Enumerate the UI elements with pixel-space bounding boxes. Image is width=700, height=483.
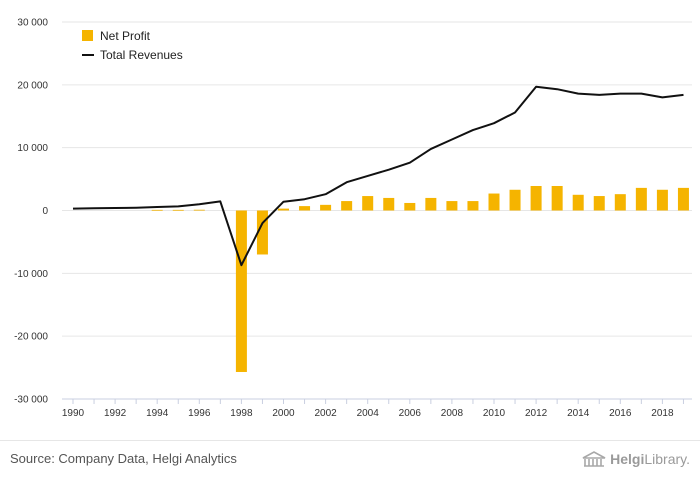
net-profit-bar xyxy=(404,202,416,211)
net-profit-bar xyxy=(256,210,268,255)
x-tick-label: 1994 xyxy=(146,408,169,419)
net-profit-bar xyxy=(656,189,668,211)
x-tick-label: 2010 xyxy=(483,408,506,419)
net-profit-bar xyxy=(235,210,247,372)
brand-name-prefix: Helgi xyxy=(610,451,645,467)
x-tick-label: 1992 xyxy=(104,408,127,419)
x-tick-label: 1990 xyxy=(62,408,85,419)
total-revenues-line xyxy=(72,85,684,267)
x-tick-label: 2016 xyxy=(609,408,632,419)
x-tick-label: 2018 xyxy=(651,408,674,419)
brand-logo[interactable]: HelgiLibrary. xyxy=(582,450,690,468)
net-profit-bar xyxy=(593,196,605,211)
x-tick-label: 1996 xyxy=(188,408,211,419)
source-note: Source: Company Data, Helgi Analytics xyxy=(10,451,237,466)
brand-name-suffix: Library. xyxy=(644,451,690,467)
net-profit-bar xyxy=(299,206,311,211)
x-tick-label: 2012 xyxy=(525,408,548,419)
y-tick-label: 20 000 xyxy=(17,80,48,91)
y-tick-label: 0 xyxy=(42,206,48,217)
footer-divider xyxy=(0,440,700,441)
y-tick-label: -10 000 xyxy=(14,269,48,280)
net-profit-bar xyxy=(193,209,205,211)
x-tick-label: 2014 xyxy=(567,408,590,419)
net-profit-bar xyxy=(446,201,458,211)
net-profit-bar xyxy=(467,201,479,211)
net-profit-bar xyxy=(677,187,689,211)
net-profit-bar xyxy=(488,193,500,211)
net-profit-bars xyxy=(151,185,689,372)
legend-swatch-net-profit xyxy=(82,30,93,41)
y-tick-label: -30 000 xyxy=(14,395,48,406)
library-building-icon xyxy=(582,451,606,467)
chart: -30 000 -20 000 -10 000 0 10 000 20 000 30 000… xyxy=(14,18,692,419)
net-profit-bar xyxy=(572,194,584,211)
net-profit-bar xyxy=(530,185,542,211)
grid-lines xyxy=(62,21,692,400)
net-profit-bar xyxy=(509,189,521,211)
legend-label-total-revenues: Total Revenues xyxy=(100,48,183,62)
net-profit-bar xyxy=(635,187,647,211)
net-profit-bar xyxy=(341,201,353,211)
x-tick-label: 2002 xyxy=(314,408,337,419)
y-tick-label: 10 000 xyxy=(17,143,48,154)
legend-label-net-profit: Net Profit xyxy=(100,29,151,43)
net-profit-bar xyxy=(425,197,437,211)
net-profit-bar xyxy=(383,197,395,211)
x-tick-label: 2008 xyxy=(441,408,464,419)
net-profit-bar xyxy=(151,209,163,211)
x-tick-label: 2006 xyxy=(399,408,422,419)
x-axis-ticks: 1990 1992 1994 1996 1998 2000 2002 2004 2006 2008… xyxy=(62,399,684,419)
legend: Net Profit Total Revenues xyxy=(82,29,183,62)
net-profit-bar xyxy=(278,208,289,211)
y-axis-ticks: -30 000 -20 000 -10 000 0 10 000 20 000 30 000 xyxy=(14,18,48,406)
x-tick-label: 2000 xyxy=(272,408,295,419)
net-profit-bar xyxy=(320,204,332,211)
net-profit-bar xyxy=(614,194,626,211)
net-profit-bar xyxy=(172,209,184,211)
y-tick-label: -20 000 xyxy=(14,332,48,343)
net-profit-bar xyxy=(362,196,374,211)
y-tick-label: 30 000 xyxy=(17,18,48,29)
x-tick-label: 1998 xyxy=(230,408,253,419)
x-tick-label: 2004 xyxy=(357,408,380,419)
net-profit-bar xyxy=(551,185,563,211)
